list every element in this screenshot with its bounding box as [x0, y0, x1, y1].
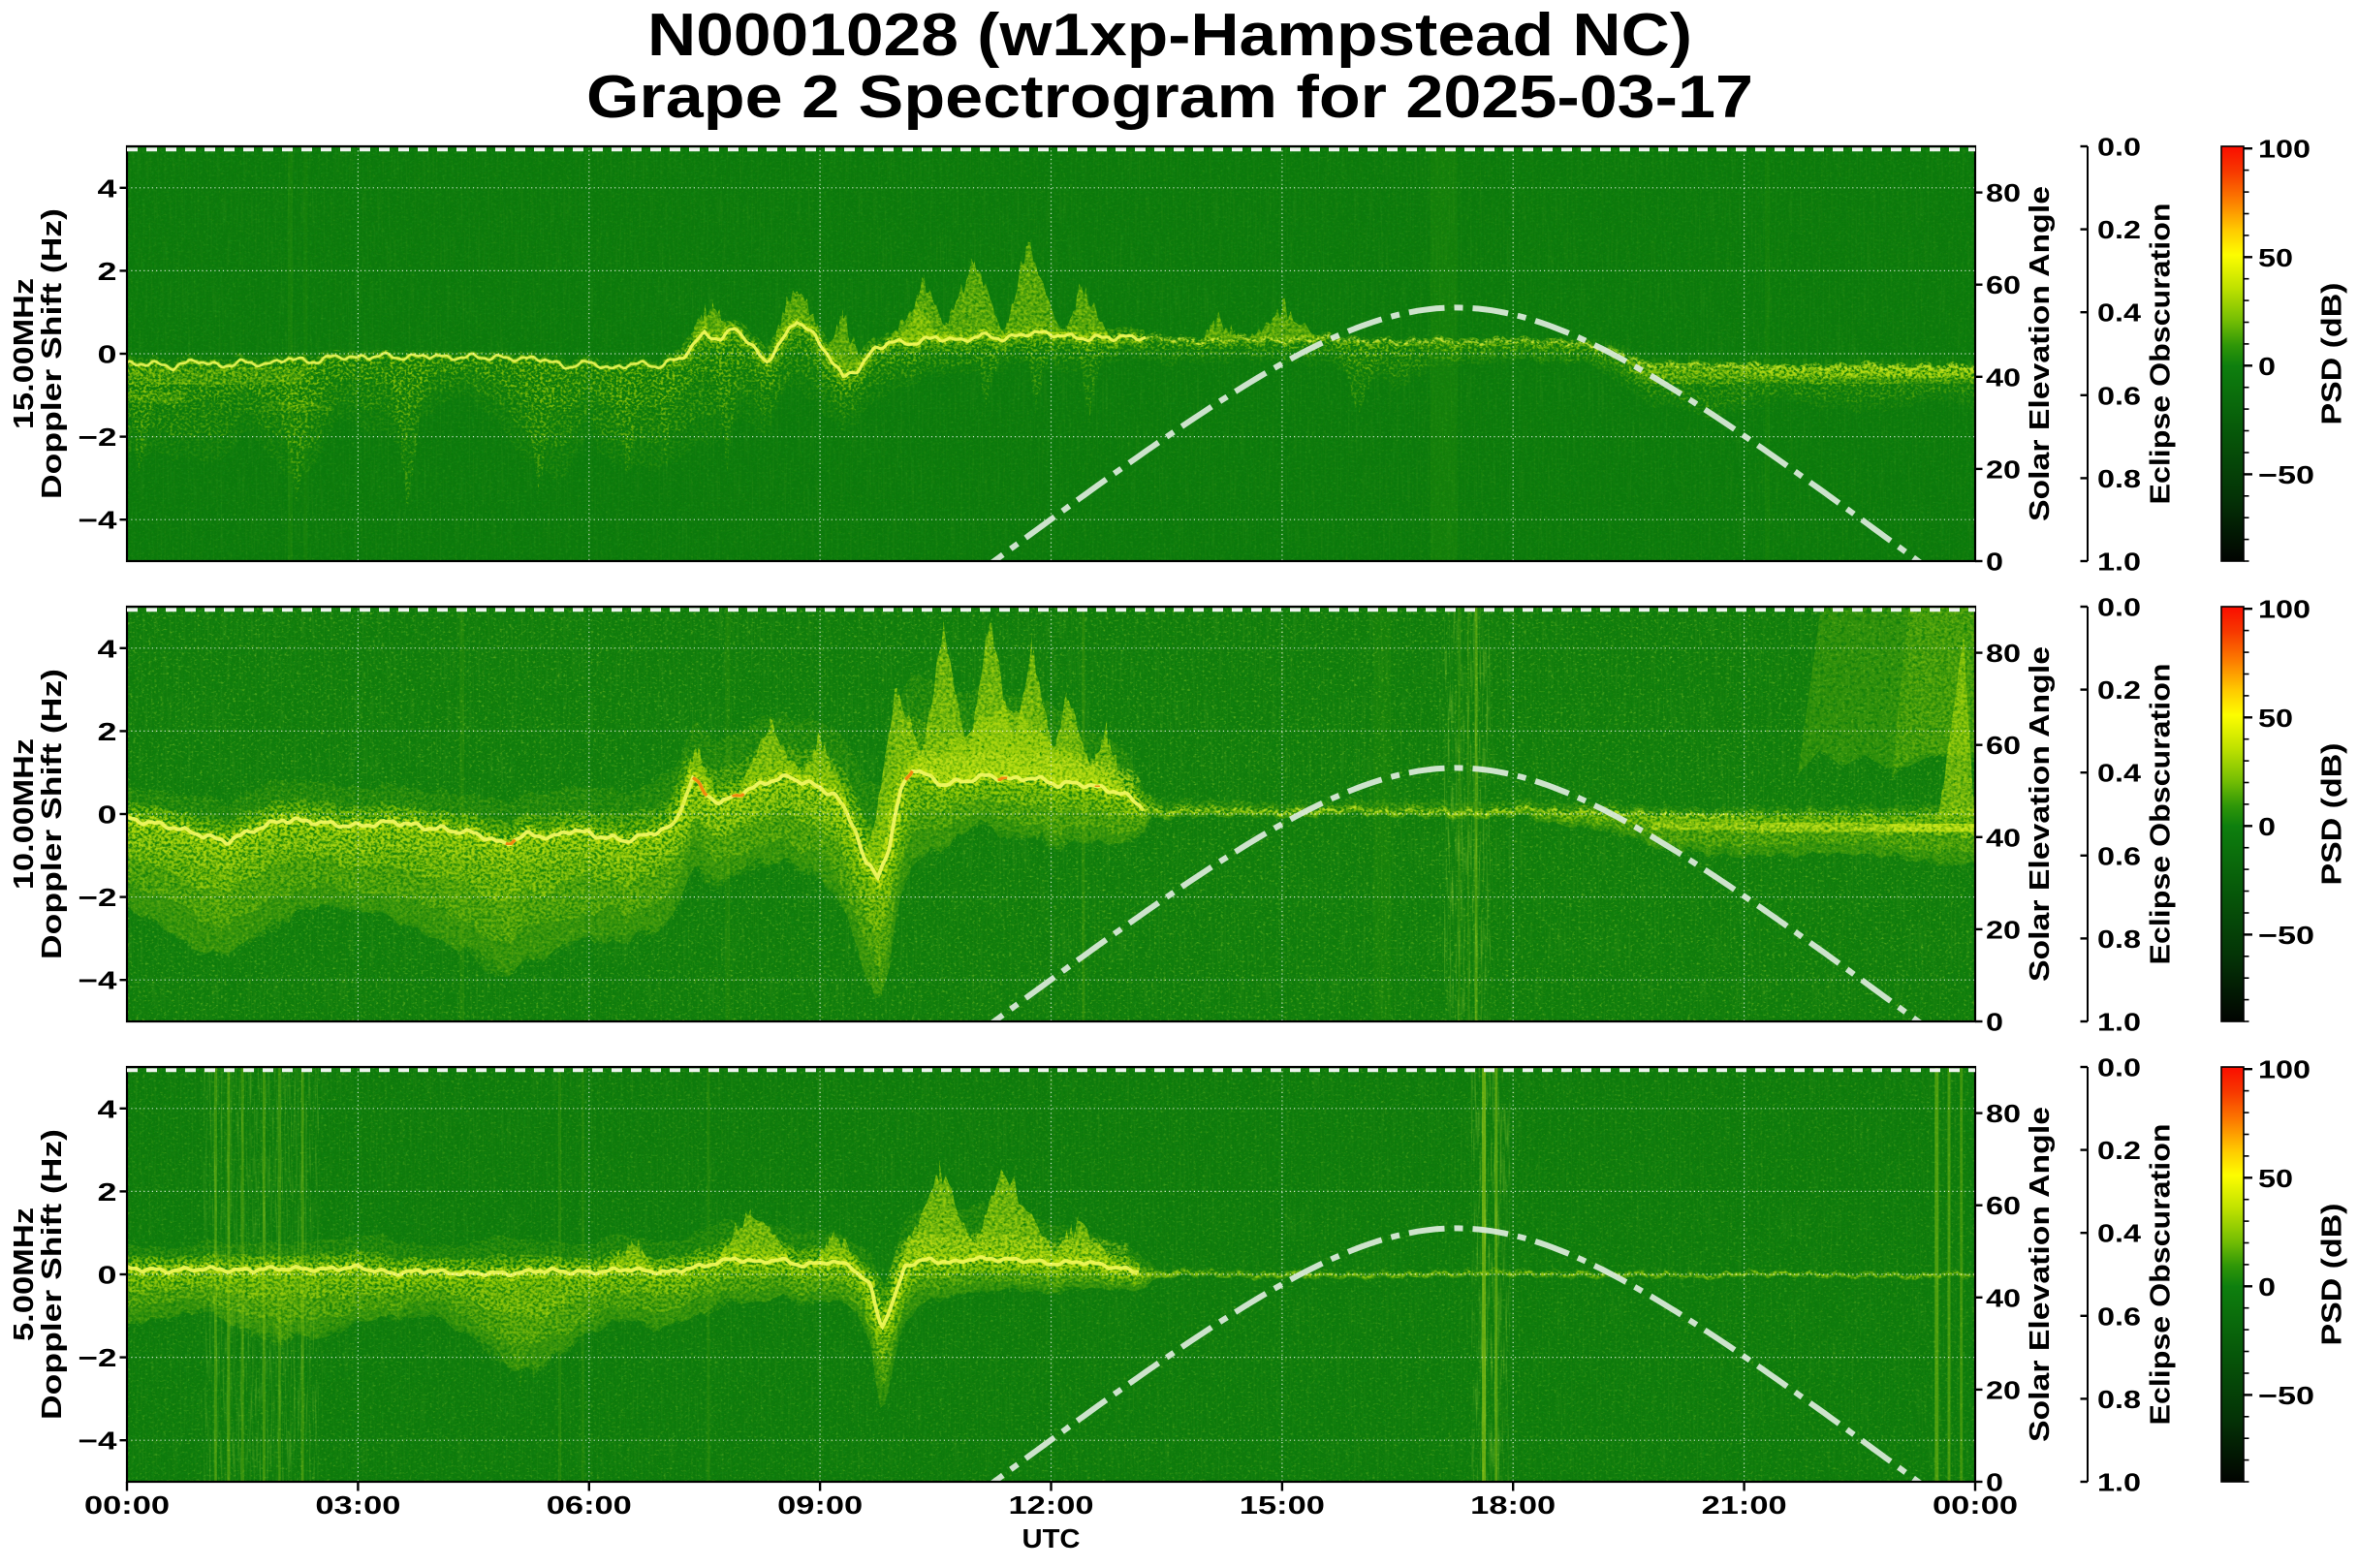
- svg-text:80: 80: [1986, 1099, 2021, 1128]
- svg-text:0: 0: [98, 340, 117, 369]
- svg-text:15:00: 15:00: [1240, 1490, 1325, 1520]
- svg-text:Grape 2 Spectrogram for 2025-0: Grape 2 Spectrogram for 2025-03-17: [586, 64, 1753, 131]
- svg-text:Eclipse Obscuration: Eclipse Obscuration: [2146, 204, 2177, 505]
- svg-text:0: 0: [2258, 812, 2276, 841]
- svg-text:0.2: 0.2: [2097, 675, 2141, 705]
- svg-text:−4: −4: [79, 1427, 118, 1456]
- svg-text:2: 2: [98, 717, 117, 746]
- svg-text:50: 50: [2258, 243, 2293, 272]
- svg-text:60: 60: [1986, 1191, 2021, 1220]
- svg-text:0: 0: [1986, 1468, 2003, 1497]
- svg-text:100: 100: [2258, 1055, 2311, 1084]
- svg-text:N0001028 (w1xp-Hampstead NC): N0001028 (w1xp-Hampstead NC): [647, 2, 1692, 69]
- svg-text:Solar Elevation Angle: Solar Elevation Angle: [2025, 646, 2056, 982]
- svg-text:0.8: 0.8: [2097, 925, 2141, 954]
- svg-text:0.0: 0.0: [2097, 1053, 2141, 1082]
- svg-text:Eclipse Obscuration: Eclipse Obscuration: [2146, 664, 2177, 965]
- svg-text:40: 40: [1986, 362, 2021, 392]
- svg-text:0: 0: [1986, 548, 2003, 577]
- svg-text:−4: −4: [79, 506, 118, 535]
- svg-text:0.4: 0.4: [2097, 1219, 2142, 1248]
- svg-text:Eclipse Obscuration: Eclipse Obscuration: [2146, 1124, 2177, 1426]
- svg-text:4: 4: [98, 634, 118, 663]
- svg-text:Solar Elevation Angle: Solar Elevation Angle: [2025, 186, 2056, 521]
- svg-text:03:00: 03:00: [315, 1490, 400, 1520]
- svg-text:00:00: 00:00: [84, 1490, 170, 1520]
- svg-text:0.0: 0.0: [2097, 593, 2141, 622]
- svg-text:0.4: 0.4: [2097, 759, 2142, 788]
- svg-text:0: 0: [2258, 1272, 2276, 1301]
- svg-text:0.8: 0.8: [2097, 464, 2141, 493]
- svg-text:0.2: 0.2: [2097, 1136, 2141, 1165]
- svg-text:1.0: 1.0: [2097, 1468, 2141, 1497]
- svg-text:4: 4: [98, 1094, 118, 1123]
- svg-text:Doppler Shift (Hz): Doppler Shift (Hz): [37, 1129, 68, 1420]
- svg-text:20: 20: [1986, 455, 2021, 484]
- svg-text:100: 100: [2258, 595, 2311, 624]
- svg-text:12:00: 12:00: [1009, 1490, 1094, 1520]
- svg-text:−2: −2: [79, 883, 117, 912]
- svg-text:0.6: 0.6: [2097, 1301, 2141, 1331]
- svg-text:40: 40: [1986, 823, 2021, 852]
- svg-text:1.0: 1.0: [2097, 1008, 2141, 1037]
- svg-text:2: 2: [98, 1177, 117, 1207]
- svg-text:−2: −2: [79, 1343, 117, 1372]
- svg-text:0.4: 0.4: [2097, 298, 2142, 328]
- svg-text:2: 2: [98, 257, 117, 286]
- svg-text:100: 100: [2258, 135, 2311, 164]
- svg-text:15.00MHz: 15.00MHz: [9, 278, 40, 429]
- svg-text:0.8: 0.8: [2097, 1385, 2141, 1414]
- svg-text:40: 40: [1986, 1283, 2021, 1312]
- svg-text:06:00: 06:00: [547, 1490, 632, 1520]
- svg-text:5.00MHz: 5.00MHz: [9, 1207, 40, 1341]
- svg-text:0: 0: [1986, 1008, 2003, 1037]
- svg-text:PSD (dB): PSD (dB): [2317, 283, 2348, 425]
- svg-text:50: 50: [2258, 704, 2293, 733]
- svg-text:−50: −50: [2258, 460, 2314, 489]
- svg-text:10.00MHz: 10.00MHz: [9, 738, 40, 890]
- svg-text:Solar Elevation Angle: Solar Elevation Angle: [2025, 1107, 2056, 1442]
- svg-text:18:00: 18:00: [1470, 1490, 1556, 1520]
- svg-text:−4: −4: [79, 966, 118, 995]
- svg-text:0: 0: [2258, 352, 2276, 381]
- svg-text:1.0: 1.0: [2097, 548, 2141, 577]
- svg-text:09:00: 09:00: [777, 1490, 863, 1520]
- svg-text:4: 4: [98, 173, 118, 203]
- svg-text:60: 60: [1986, 731, 2021, 760]
- svg-text:Doppler Shift (Hz): Doppler Shift (Hz): [37, 208, 68, 499]
- svg-text:−2: −2: [79, 423, 117, 452]
- svg-text:0.6: 0.6: [2097, 841, 2141, 870]
- svg-text:Doppler Shift (Hz): Doppler Shift (Hz): [37, 669, 68, 959]
- svg-text:0.6: 0.6: [2097, 381, 2141, 410]
- svg-text:00:00: 00:00: [1933, 1490, 2018, 1520]
- svg-text:PSD (dB): PSD (dB): [2317, 1204, 2348, 1346]
- svg-text:0: 0: [98, 1261, 117, 1290]
- svg-text:−50: −50: [2258, 1381, 2314, 1410]
- svg-text:60: 60: [1986, 270, 2021, 299]
- svg-text:0.0: 0.0: [2097, 133, 2141, 162]
- svg-text:−50: −50: [2258, 921, 2314, 950]
- svg-text:20: 20: [1986, 915, 2021, 944]
- svg-text:20: 20: [1986, 1375, 2021, 1404]
- svg-text:PSD (dB): PSD (dB): [2317, 743, 2348, 886]
- svg-text:80: 80: [1986, 639, 2021, 668]
- svg-text:80: 80: [1986, 178, 2021, 207]
- svg-text:UTC: UTC: [1022, 1523, 1081, 1553]
- svg-text:0: 0: [98, 800, 117, 830]
- svg-text:50: 50: [2258, 1164, 2293, 1193]
- svg-text:21:00: 21:00: [1702, 1490, 1787, 1520]
- svg-text:0.2: 0.2: [2097, 215, 2141, 244]
